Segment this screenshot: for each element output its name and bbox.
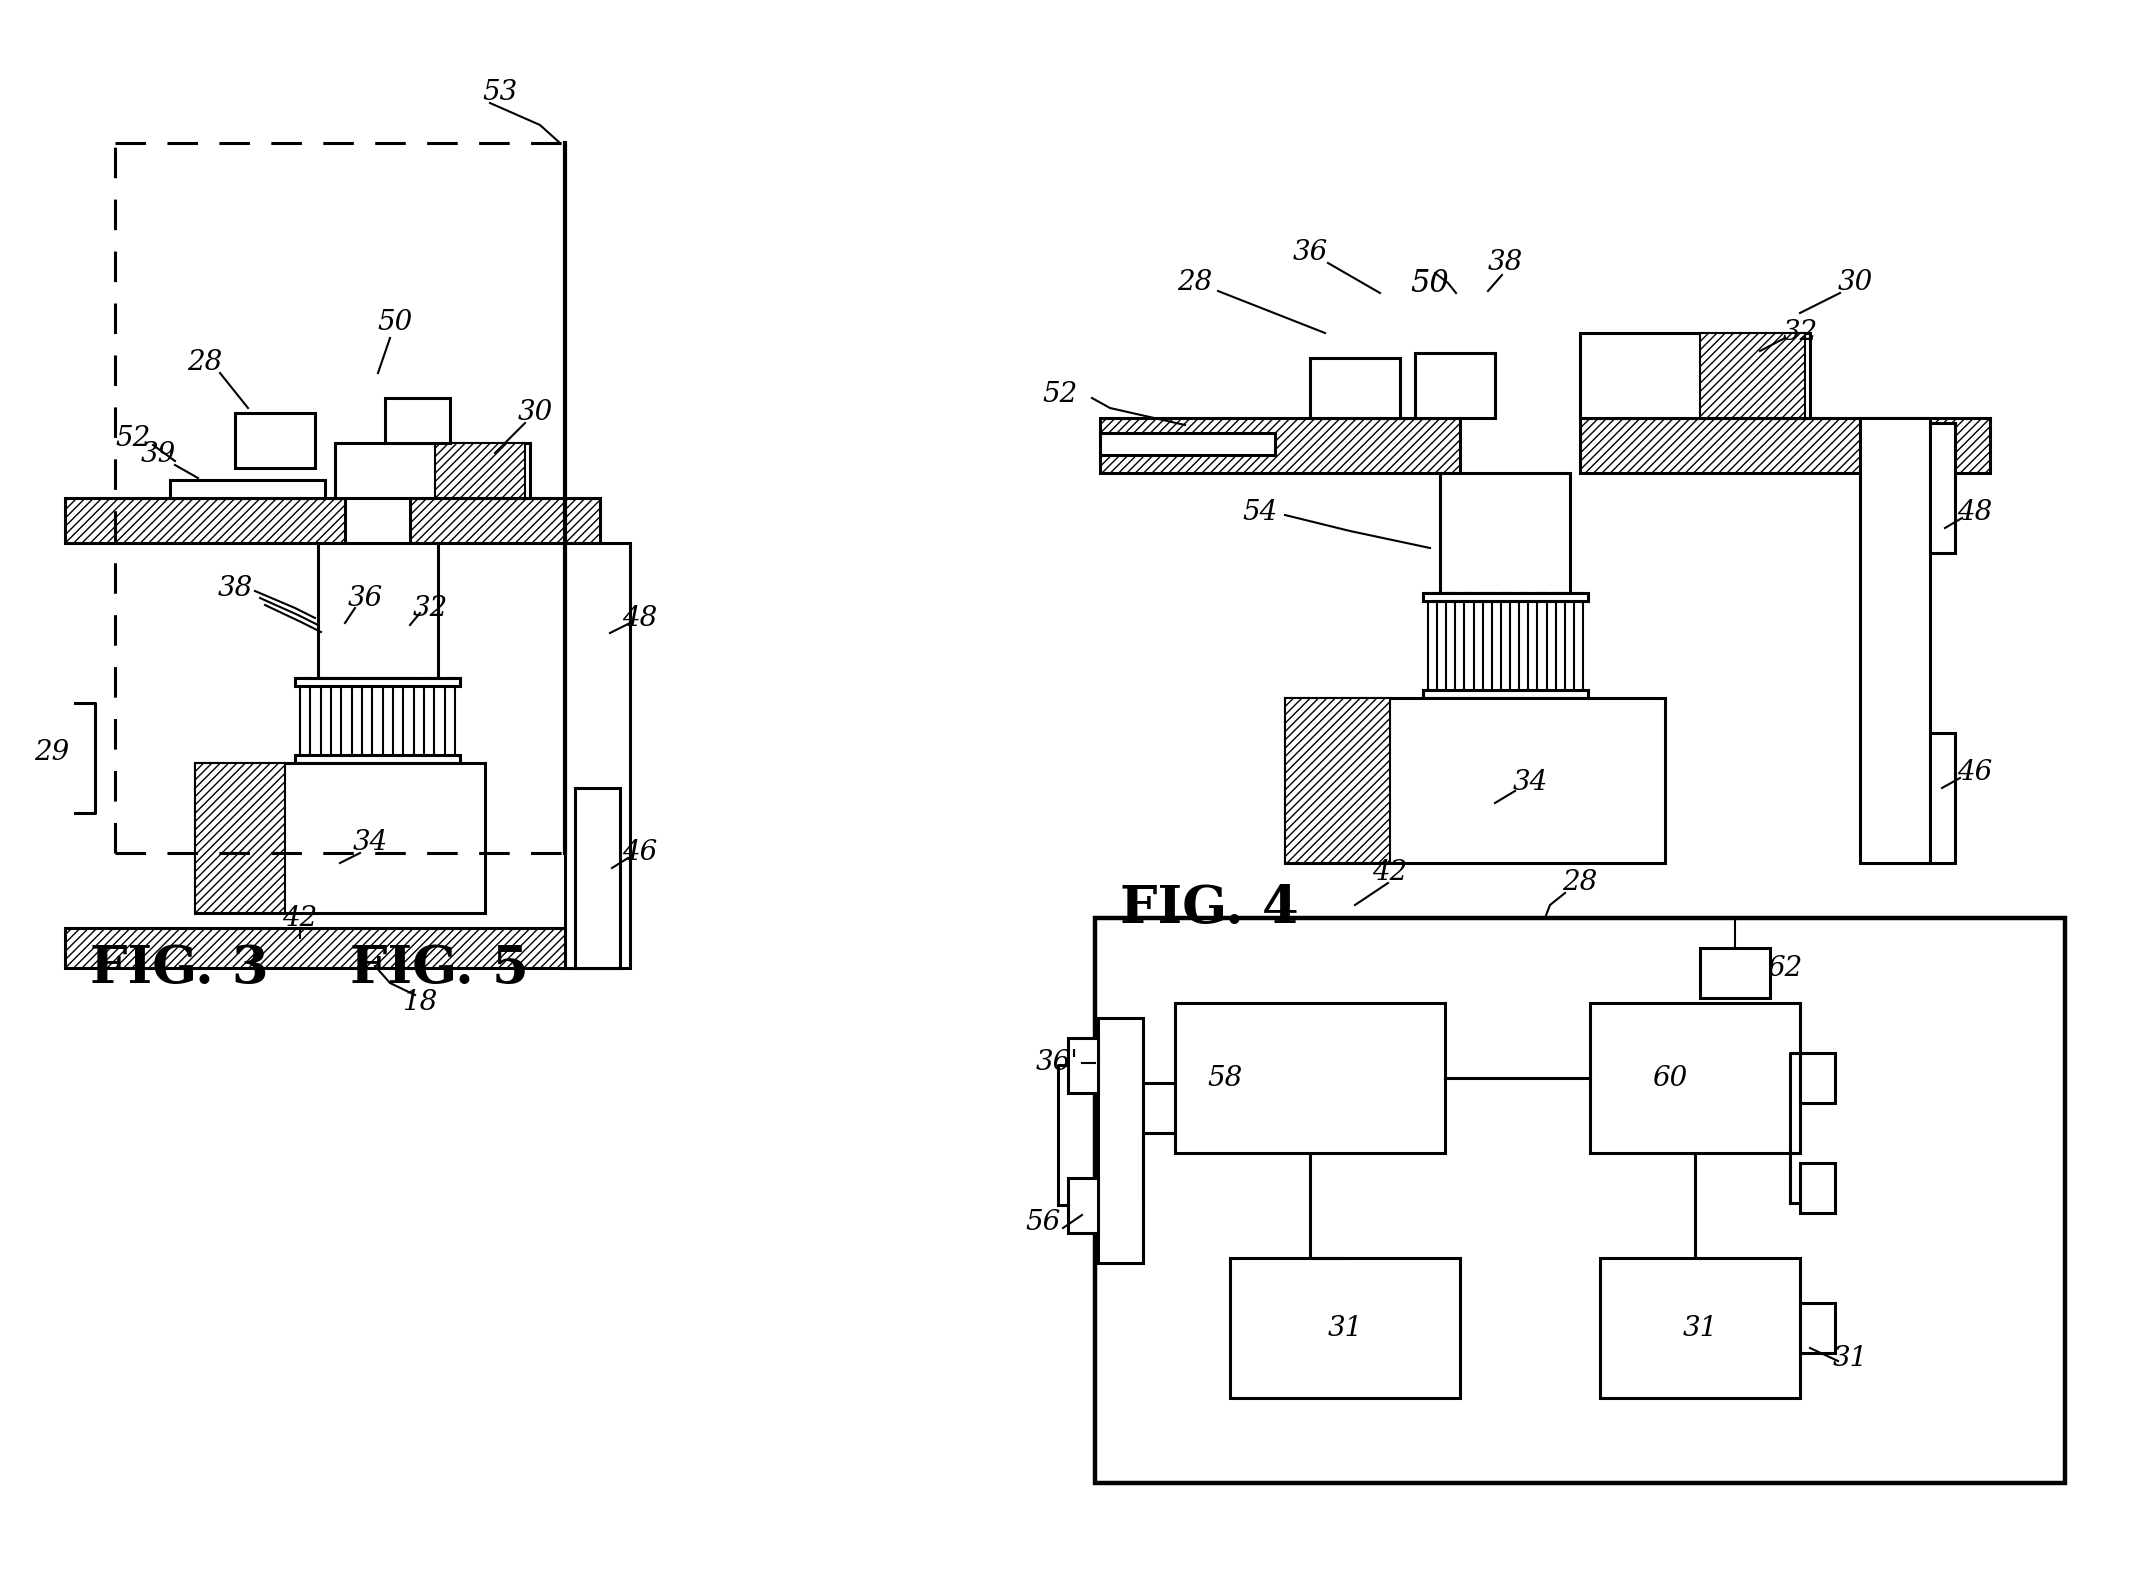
Bar <box>1930 423 1954 554</box>
Text: 58: 58 <box>1208 1065 1242 1092</box>
Text: 36: 36 <box>1293 239 1328 266</box>
Bar <box>195 763 485 912</box>
Bar <box>1482 593 1491 698</box>
Bar <box>1175 1004 1446 1153</box>
Bar <box>317 543 438 678</box>
Text: 38: 38 <box>1486 250 1523 277</box>
Text: 32: 32 <box>1782 319 1817 346</box>
Bar <box>1094 919 2066 1483</box>
Bar <box>564 543 631 967</box>
Bar <box>1285 698 1665 864</box>
Bar <box>1465 593 1474 698</box>
Bar <box>444 678 455 763</box>
Bar <box>64 499 345 543</box>
Text: 28: 28 <box>1562 870 1598 897</box>
Bar <box>1068 1038 1098 1093</box>
Bar <box>1555 593 1564 698</box>
Text: 42: 42 <box>1373 859 1407 887</box>
Text: 56: 56 <box>1025 1210 1060 1236</box>
Text: 31: 31 <box>1328 1315 1362 1342</box>
Bar <box>575 788 620 967</box>
Text: 36: 36 <box>347 585 382 612</box>
Text: 53: 53 <box>483 80 517 107</box>
Bar <box>1930 733 1954 864</box>
Text: 31: 31 <box>1832 1345 1868 1372</box>
Text: 52: 52 <box>116 425 150 451</box>
Text: 42: 42 <box>283 904 317 931</box>
Text: 50: 50 <box>378 310 412 337</box>
Text: 39: 39 <box>139 442 176 469</box>
Bar <box>1581 333 1810 418</box>
Bar <box>384 398 450 444</box>
Text: 30: 30 <box>517 400 553 426</box>
Bar <box>1860 418 1930 864</box>
Bar <box>300 678 311 763</box>
Bar <box>1439 473 1570 593</box>
Bar <box>1416 352 1495 418</box>
Bar <box>1429 593 1437 698</box>
Text: 48: 48 <box>1958 500 1993 527</box>
Text: 62: 62 <box>1767 955 1802 982</box>
Text: 36': 36' <box>1036 1049 1079 1076</box>
Bar <box>1100 433 1274 455</box>
Bar <box>425 678 433 763</box>
Bar <box>64 928 620 967</box>
Bar <box>320 678 330 763</box>
Text: 34: 34 <box>352 829 388 857</box>
Text: 18: 18 <box>403 989 438 1016</box>
Text: 46: 46 <box>1958 760 1993 786</box>
Text: 50: 50 <box>1411 267 1450 299</box>
Bar <box>382 678 393 763</box>
Text: 34: 34 <box>1512 769 1549 796</box>
Bar <box>1446 593 1454 698</box>
Text: FIG. 4: FIG. 4 <box>1120 882 1298 934</box>
Bar <box>296 678 459 686</box>
Bar <box>403 678 414 763</box>
Bar <box>1311 359 1401 418</box>
Bar <box>335 444 530 499</box>
Text: FIG. 3: FIG. 3 <box>90 942 268 994</box>
Text: FIG. 5: FIG. 5 <box>350 942 530 994</box>
Text: 29: 29 <box>34 739 69 766</box>
Bar <box>1068 1178 1098 1233</box>
Bar <box>410 499 601 543</box>
Bar <box>363 678 373 763</box>
Bar <box>1701 949 1770 997</box>
Bar <box>1098 1018 1143 1263</box>
Bar <box>341 678 352 763</box>
Bar <box>1519 593 1527 698</box>
Text: 48: 48 <box>622 604 659 631</box>
Bar <box>1581 418 1991 473</box>
Bar <box>1701 333 1804 418</box>
Text: 54: 54 <box>1242 500 1278 527</box>
Bar <box>1589 1004 1800 1153</box>
Text: 46: 46 <box>622 840 659 867</box>
Bar <box>1285 698 1390 864</box>
Bar <box>1502 593 1510 698</box>
Bar <box>435 444 526 499</box>
Text: 31: 31 <box>1682 1315 1718 1342</box>
Bar <box>1422 691 1587 698</box>
Text: 52: 52 <box>1042 382 1077 409</box>
Bar <box>1422 593 1587 601</box>
Text: 28: 28 <box>1178 269 1212 296</box>
Bar <box>169 480 326 499</box>
Bar <box>1100 418 1461 473</box>
Text: 28: 28 <box>187 349 223 376</box>
Bar <box>195 763 285 912</box>
Bar <box>1800 1162 1834 1213</box>
Bar <box>296 755 459 763</box>
Bar <box>1538 593 1547 698</box>
Bar <box>1229 1258 1461 1398</box>
Bar <box>1600 1258 1800 1398</box>
Text: 32: 32 <box>412 595 448 621</box>
Bar <box>1800 1302 1834 1353</box>
Bar <box>236 414 315 469</box>
Text: 30: 30 <box>1838 269 1873 296</box>
Bar <box>1800 1052 1834 1103</box>
Text: 60: 60 <box>1652 1065 1688 1092</box>
Text: 38: 38 <box>217 574 253 601</box>
Bar <box>1574 593 1583 698</box>
